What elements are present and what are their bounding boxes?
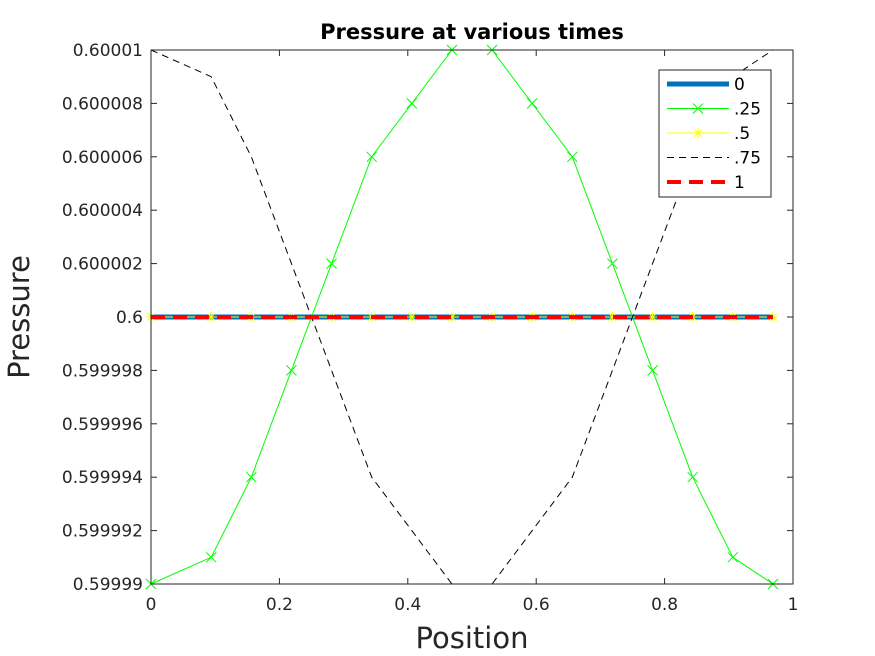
asterisk-marker [206,312,217,322]
y-tick-label: 0.599994 [62,468,143,488]
legend-label: .75 [734,149,761,169]
y-tick-label: 0.599998 [62,361,143,381]
x-marker [366,151,378,163]
legend-label: 0 [734,75,745,95]
x-marker [526,98,538,109]
x-marker [727,551,739,563]
asterisk-marker [607,312,618,322]
x-tick-label: 0.2 [266,595,293,615]
x-tick-label: 0.4 [394,595,421,615]
y-tick-label: 0.599992 [62,522,143,542]
asterisk-marker [446,312,457,322]
x-marker [607,258,618,269]
asterisk-marker [647,312,658,322]
chart-title: Pressure at various times [320,20,624,44]
y-axis-title: Pressure [2,255,36,379]
y-tick-label: 0.6 [116,308,143,328]
x-marker [692,103,704,114]
x-tick-label: 0.6 [523,595,550,615]
asterisk-marker [767,312,778,322]
y-tick-label: 0.600008 [62,94,143,114]
x-marker [245,471,257,483]
legend-item: .75 [667,149,761,169]
y-tick-label: 0.599996 [62,415,143,435]
x-marker [286,365,297,376]
legend: 0 .25 .5 .75 1 [658,69,772,198]
asterisk-marker [406,312,417,322]
y-tick-label: 0.600002 [62,255,143,275]
x-marker [326,258,337,269]
y-tick-label: 0.600004 [62,201,143,221]
legend-item: 0 [667,75,745,95]
x-marker [205,551,217,563]
y-axis-ticks: 0.59999 0.599992 0.599994 0.599996 0.599998 0… [62,41,793,595]
x-tick-label: 0 [146,595,157,615]
x-tick-label: 1 [788,595,799,615]
x-axis-ticks: 0 0.2 0.4 0.6 0.8 1 [146,50,799,615]
y-tick-label: 0.59999 [73,575,143,595]
x-marker [566,151,578,163]
x-marker [687,471,699,483]
legend-label: .25 [734,100,761,120]
x-tick-label: 0.8 [651,595,678,615]
y-tick-label: 0.600006 [62,148,143,168]
legend-item: 1 [667,173,745,193]
x-axis-title: Position [416,621,529,655]
legend-label: 1 [734,173,745,193]
x-marker [647,365,658,376]
legend-item: .25 [667,100,761,120]
asterisk-marker [693,128,703,138]
x-marker [406,98,418,109]
axes-box [150,49,794,585]
y-tick-label: 0.60001 [73,41,143,61]
legend-label: .5 [734,124,750,144]
legend-item: .5 [667,124,750,144]
